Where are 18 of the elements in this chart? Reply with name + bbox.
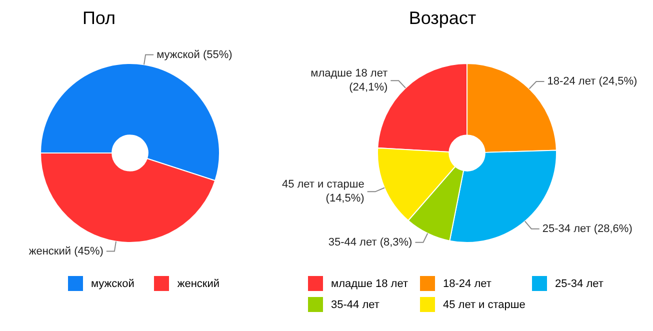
category-label: 35-44 лет (8,3%) — [328, 236, 412, 248]
legend-label: мужской — [91, 278, 134, 290]
legend-label: 25-34 лет — [555, 278, 604, 290]
legend-label: 18-24 лет — [443, 278, 492, 290]
data-label: (24,1%) — [349, 82, 388, 94]
category-label: 25-34 лет (28,6%) — [542, 222, 632, 235]
slice-label: 45 лет и старше — [282, 178, 364, 191]
legend-label: младше 18 лет — [331, 278, 408, 290]
category-label: 18-24 лет (24,5%) — [547, 76, 638, 88]
category-label: мужской (55%) — [156, 48, 232, 61]
legend-label: 45 лет и старше — [443, 298, 526, 310]
slice-label: младше 18 лет — [310, 68, 388, 80]
data-label: (14,5%) — [326, 192, 364, 205]
legend-label: женский — [177, 278, 220, 290]
category-label: женский (45%) — [28, 245, 104, 258]
legend-label: 35-44 лет — [331, 298, 380, 310]
chart-title: Пол — [81, 8, 117, 30]
chart-title: Возраст — [408, 8, 478, 30]
